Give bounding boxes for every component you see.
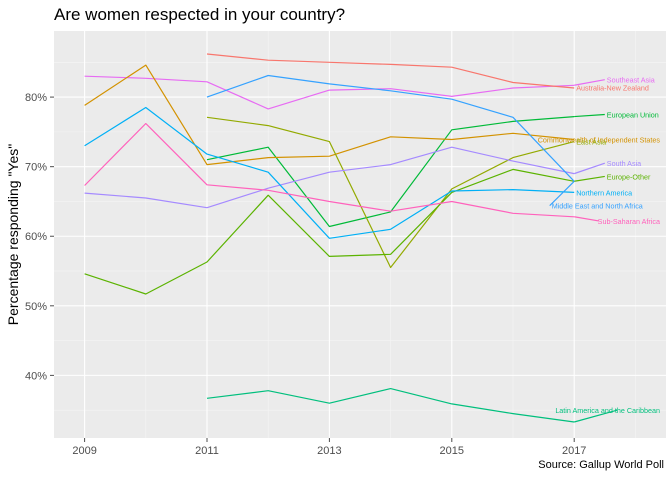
y-tick-label: 50% (25, 301, 47, 313)
x-tick-label: 2009 (72, 445, 96, 457)
y-tick-label: 40% (25, 370, 47, 382)
series-label: South Asia (607, 159, 641, 168)
series-label: Australia-New Zealand (576, 83, 649, 92)
series-line (84, 64, 575, 166)
x-tick-label: 2013 (317, 445, 341, 457)
x-tick-label: 2017 (562, 445, 586, 457)
series-label-leader (574, 113, 605, 118)
series-line (206, 53, 575, 89)
series-line (206, 116, 575, 269)
series-line (84, 146, 575, 209)
series-label: Sub-Saharan Africa (598, 217, 660, 226)
y-tick-label: 60% (25, 231, 47, 243)
y-tick-label: 80% (25, 92, 47, 104)
series-label-leader (549, 180, 575, 207)
series-line (84, 106, 575, 239)
y-axis-title: Percentage responding "Yes" (5, 144, 21, 325)
series-label: European Union (607, 110, 659, 119)
series-label: East Asia (576, 138, 606, 147)
series-label-leader (574, 216, 599, 222)
series-line (206, 74, 575, 182)
x-tick-label: 2015 (440, 445, 464, 457)
series-label-leader (574, 162, 605, 175)
series-label: Southeast Asia (607, 76, 655, 85)
series-lines (84, 53, 618, 423)
series-label: Northern America (576, 188, 632, 197)
axes: 2009 2011 2013 2015 2017 40% 50% 60% 70% 80% Perce… (5, 92, 586, 457)
series-label-leader (574, 409, 618, 423)
series-label: Middle East and North Africa (552, 202, 643, 211)
y-tick-label: 70% (25, 162, 47, 174)
series-line (206, 388, 575, 423)
series-line (84, 75, 575, 110)
x-tick-label: 2011 (195, 445, 219, 457)
series-line (206, 116, 575, 228)
chart-title: Are women respected in your country? (54, 5, 346, 24)
series-label: Commonwealth of Independent States (538, 136, 661, 145)
panel-background (54, 31, 666, 438)
series-label: Europe-Other (607, 172, 651, 181)
chart-caption: Source: Gallup World Poll (538, 459, 664, 471)
series-label-leader (574, 175, 605, 182)
series-line (84, 168, 575, 295)
series-line (84, 122, 575, 218)
series-label-leader (574, 79, 605, 86)
plot-panel (54, 31, 666, 438)
series-label: Latin America and the Caribbean (555, 406, 660, 415)
